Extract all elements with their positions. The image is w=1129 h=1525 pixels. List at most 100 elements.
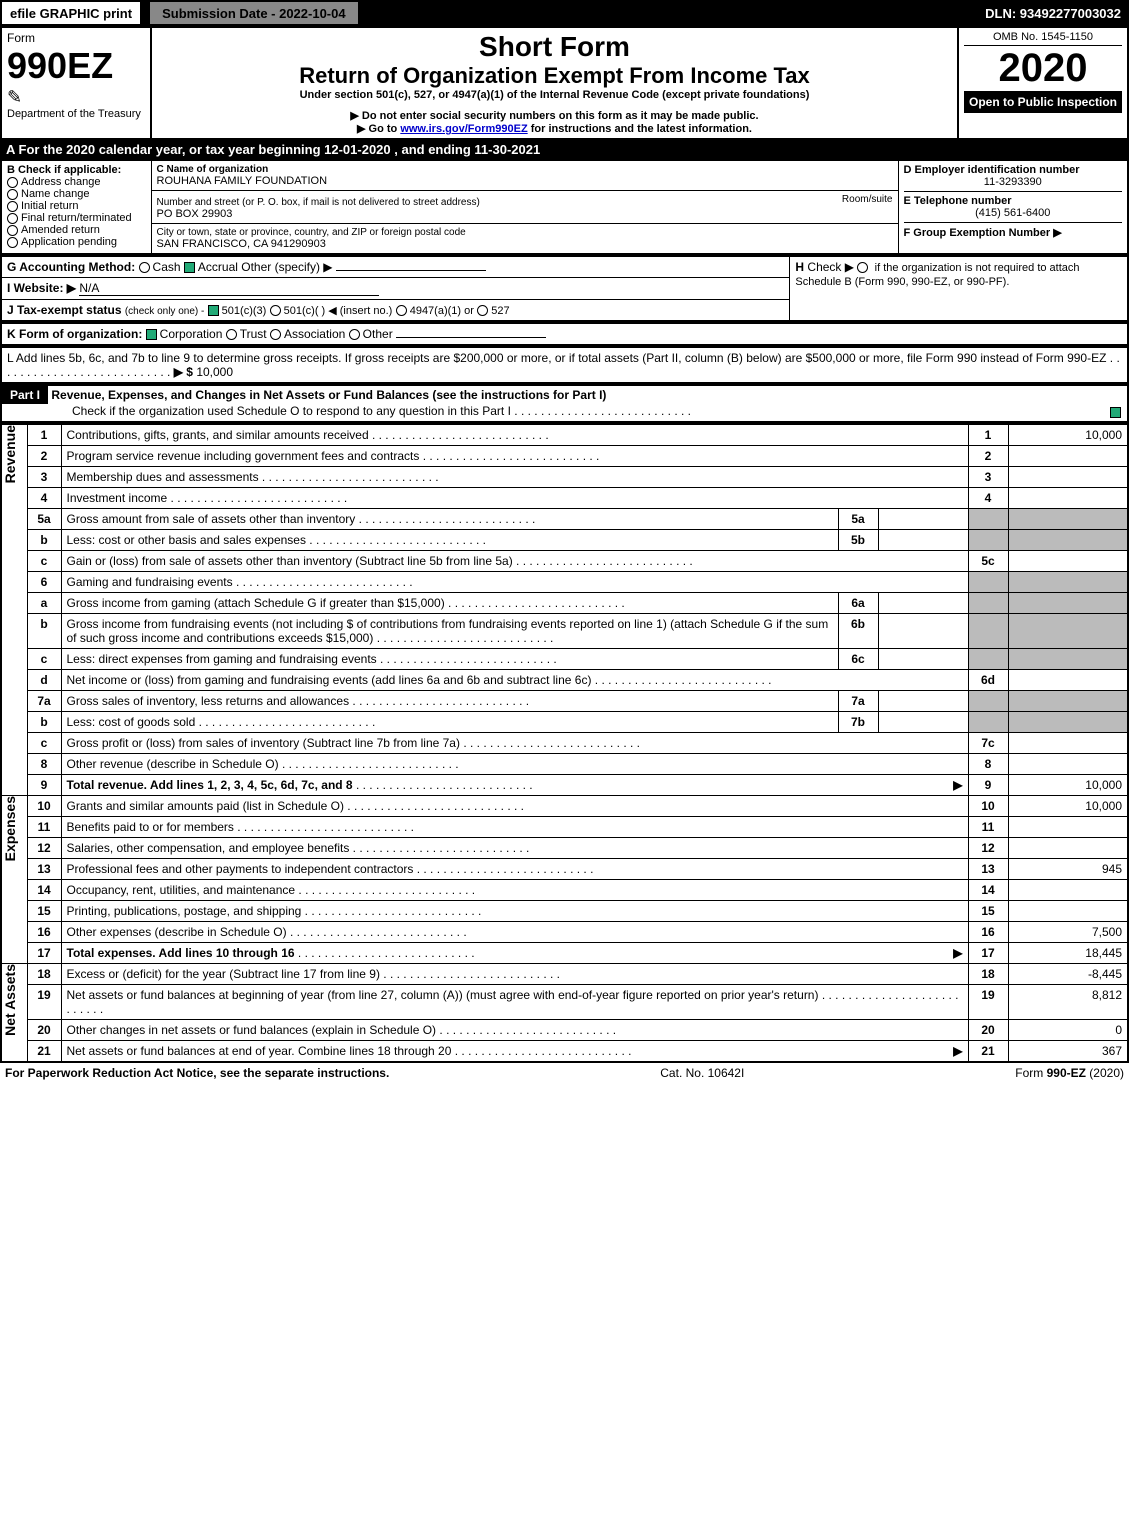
footer-mid: Cat. No. 10642I (660, 1066, 744, 1080)
line-a: A For the 2020 calendar year, or tax yea… (0, 140, 1129, 159)
amended-return-radio[interactable] (7, 225, 18, 236)
line-number: 2 (27, 446, 61, 467)
k-assoc[interactable] (270, 329, 281, 340)
line-desc: Gaming and fundraising events (61, 572, 968, 593)
line-desc: Excess or (deficit) for the year (Subtra… (61, 964, 968, 985)
accrual-check[interactable] (184, 262, 195, 273)
line-ref: 7c (968, 733, 1008, 754)
line-row: 9Total revenue. Add lines 1, 2, 3, 4, 5c… (1, 775, 1128, 796)
part1-check-text: Check if the organization used Schedule … (2, 404, 511, 418)
h-radio[interactable] (857, 262, 868, 273)
omb-number: OMB No. 1545-1150 (964, 31, 1122, 46)
line-desc: Contributions, gifts, grants, and simila… (61, 424, 968, 446)
addr-change-radio[interactable] (7, 177, 18, 188)
line-number: 8 (27, 754, 61, 775)
tax-year: 2020 (964, 46, 1122, 91)
website: N/A (79, 281, 379, 296)
form-title: Short Form (157, 31, 952, 63)
side-label: Expenses (2, 796, 18, 861)
sub-ref: 6c (838, 649, 878, 670)
line-row: 4Investment income4 (1, 488, 1128, 509)
sub-amount (878, 649, 968, 670)
submission-date: Submission Date - 2022-10-04 (148, 0, 360, 26)
name-change-radio[interactable] (7, 189, 18, 200)
line-desc: Grants and similar amounts paid (list in… (61, 796, 968, 817)
line-row: bLess: cost or other basis and sales exp… (1, 530, 1128, 551)
street-label: Number and street (or P. O. box, if mail… (157, 197, 480, 208)
line-amount: 367 (1008, 1041, 1128, 1063)
l-block: L Add lines 5b, 6c, and 7b to line 9 to … (0, 346, 1129, 384)
final-return-radio[interactable] (7, 213, 18, 224)
line-ref: 9 (968, 775, 1008, 796)
line-number: 19 (27, 985, 61, 1020)
room-label: Room/suite (842, 194, 893, 205)
efile-label[interactable]: efile GRAPHIC print (0, 0, 142, 26)
line-amount (1008, 901, 1128, 922)
cash-radio[interactable] (139, 262, 150, 273)
line-row: dNet income or (loss) from gaming and fu… (1, 670, 1128, 691)
line-amount: 10,000 (1008, 775, 1128, 796)
irs-link[interactable]: www.irs.gov/Form990EZ (400, 123, 527, 135)
part1-schedule-o-check[interactable] (1110, 407, 1121, 418)
line-ref: 21 (968, 1041, 1008, 1063)
sub-ref: 6a (838, 593, 878, 614)
form-number: 990EZ (7, 45, 145, 87)
line-number: c (27, 551, 61, 572)
line-ref: 18 (968, 964, 1008, 985)
j-501c3[interactable] (208, 305, 219, 316)
line-ref: 5c (968, 551, 1008, 572)
line-desc: Gross profit or (loss) from sales of inv… (61, 733, 968, 754)
line-number: b (27, 712, 61, 733)
line-desc: Gross amount from sale of assets other t… (61, 509, 838, 530)
line-desc: Total revenue. Add lines 1, 2, 3, 4, 5c,… (61, 775, 968, 796)
line-desc: Occupancy, rent, utilities, and maintena… (61, 880, 968, 901)
line-desc: Less: cost of goods sold (61, 712, 838, 733)
line-number: 20 (27, 1020, 61, 1041)
e-label: E Telephone number (904, 191, 1123, 207)
line-ref: 17 (968, 943, 1008, 964)
lines-table: Revenue1Contributions, gifts, grants, an… (0, 423, 1129, 1063)
j-527[interactable] (477, 305, 488, 316)
line-row: 11Benefits paid to or for members11 (1, 817, 1128, 838)
line-ref: 20 (968, 1020, 1008, 1041)
line-row: Expenses10Grants and similar amounts pai… (1, 796, 1128, 817)
initial-return-radio[interactable] (7, 201, 18, 212)
phone: (415) 561-6400 (904, 207, 1123, 219)
line-number: 15 (27, 901, 61, 922)
k-corp[interactable] (146, 329, 157, 340)
dln-label: DLN: 93492277003032 (977, 6, 1129, 21)
k-other[interactable] (349, 329, 360, 340)
line-row: 15Printing, publications, postage, and s… (1, 901, 1128, 922)
j-4947[interactable] (396, 305, 407, 316)
line-desc: Net income or (loss) from gaming and fun… (61, 670, 968, 691)
line-row: 14Occupancy, rent, utilities, and mainte… (1, 880, 1128, 901)
line-desc: Program service revenue including govern… (61, 446, 968, 467)
line-amount: 945 (1008, 859, 1128, 880)
footer-right: Form 990-EZ (2020) (1015, 1066, 1124, 1080)
line-row: bLess: cost of goods sold7b (1, 712, 1128, 733)
line-row: 7aGross sales of inventory, less returns… (1, 691, 1128, 712)
dept-label: Department of the Treasury (7, 108, 145, 120)
line-desc: Net assets or fund balances at beginning… (61, 985, 968, 1020)
line-desc: Gross sales of inventory, less returns a… (61, 691, 838, 712)
sub-ref: 7b (838, 712, 878, 733)
line-desc: Gross income from fundraising events (no… (61, 614, 838, 649)
street: PO BOX 29903 (157, 208, 893, 220)
line-desc: Less: direct expenses from gaming and fu… (61, 649, 838, 670)
line-desc: Investment income (61, 488, 968, 509)
line-number: 6 (27, 572, 61, 593)
line-row: cGross profit or (loss) from sales of in… (1, 733, 1128, 754)
line-desc: Printing, publications, postage, and shi… (61, 901, 968, 922)
line-amount: 0 (1008, 1020, 1128, 1041)
form-word: Form (7, 31, 145, 45)
line-desc: Membership dues and assessments (61, 467, 968, 488)
app-pending-radio[interactable] (7, 237, 18, 248)
g-label: G Accounting Method: (7, 260, 135, 274)
j-501c[interactable] (270, 305, 281, 316)
line-amount (1008, 838, 1128, 859)
line-row: 12Salaries, other compensation, and empl… (1, 838, 1128, 859)
k-trust[interactable] (226, 329, 237, 340)
k-label: K Form of organization: (7, 327, 142, 341)
line-ref: 12 (968, 838, 1008, 859)
line-ref: 2 (968, 446, 1008, 467)
